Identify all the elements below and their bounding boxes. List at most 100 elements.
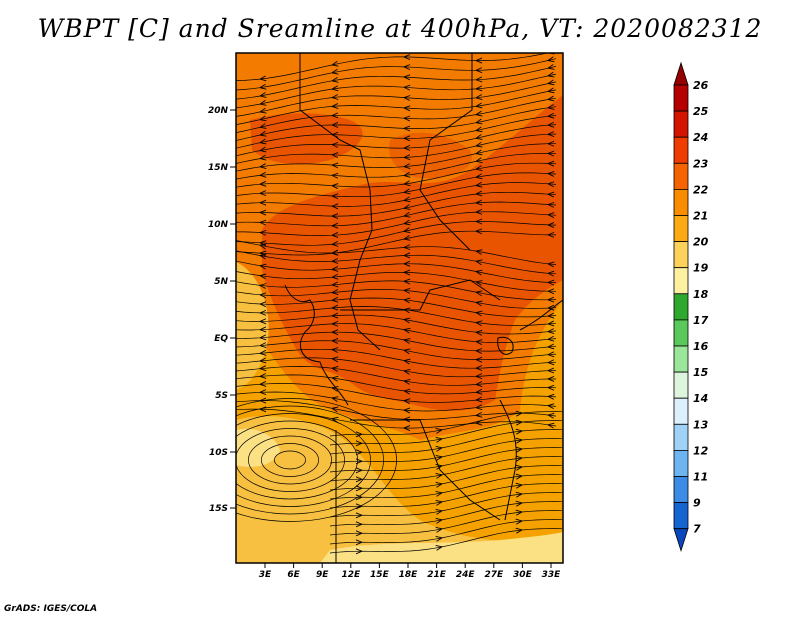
colorbar: 26 25 24 23 22 21 20 19 18 17 16 15 14 13 12 11 9 7 bbox=[673, 61, 709, 553]
border-line-d bbox=[340, 279, 501, 311]
anticyclone-circulation bbox=[274, 450, 306, 470]
streamline-arrow bbox=[547, 170, 555, 177]
colorbar-swatch bbox=[673, 188, 689, 216]
colorbar-swatch bbox=[673, 397, 689, 425]
streamline-arrow bbox=[475, 290, 483, 297]
grads-credit: GrADS: IGES/COLA bbox=[4, 604, 98, 614]
streamline-arrow bbox=[475, 190, 483, 197]
streamline bbox=[329, 501, 563, 527]
anticyclone-circulation bbox=[236, 428, 345, 492]
border-line-a bbox=[299, 53, 371, 191]
colorbar-swatch bbox=[673, 267, 689, 295]
streamline bbox=[236, 230, 556, 256]
longitude-axis: 3E 6E 9E 12E 15E 18E 21E 24E 27E 30E 33E bbox=[259, 563, 561, 580]
colorbar-swatch bbox=[673, 502, 689, 530]
streamline-arrow bbox=[355, 494, 363, 501]
streamline-arrow bbox=[331, 85, 339, 92]
streamline-arrow bbox=[475, 300, 483, 307]
streamline bbox=[236, 89, 557, 125]
streamline-arrow bbox=[475, 157, 483, 164]
border-line-c bbox=[419, 53, 473, 251]
lat-label: 5S bbox=[215, 391, 228, 401]
streamline bbox=[236, 383, 557, 403]
wbpt-fill-20-21-south bbox=[236, 416, 563, 563]
anticyclone-circulation bbox=[261, 443, 319, 477]
streamline bbox=[236, 143, 556, 172]
streamline bbox=[236, 58, 557, 91]
colorbar-label: 21 bbox=[693, 210, 708, 223]
colorbar-label: 7 bbox=[693, 523, 701, 536]
streamline-arrow bbox=[331, 183, 339, 189]
streamline-arrow bbox=[331, 77, 339, 83]
streamline-arrow bbox=[475, 320, 483, 327]
streamline-arrow bbox=[259, 83, 267, 90]
streamline-arrow bbox=[259, 301, 267, 308]
streamline-arrow bbox=[475, 249, 483, 255]
streamline-arrow bbox=[259, 219, 267, 226]
streamline-arrow bbox=[403, 252, 411, 259]
streamline-arrow bbox=[547, 296, 555, 303]
streamline-arrow bbox=[331, 266, 339, 272]
streamline-arrow bbox=[435, 518, 443, 524]
streamline-arrow bbox=[331, 94, 339, 100]
lon-label: 6E bbox=[287, 570, 300, 580]
streamline-arrow bbox=[403, 84, 411, 91]
streamline-arrow bbox=[547, 87, 555, 94]
lat-label: 5N bbox=[214, 277, 228, 287]
streamline-arrow bbox=[547, 343, 555, 350]
streamline-arrow bbox=[547, 104, 555, 110]
streamline-arrow bbox=[547, 150, 555, 157]
streamline bbox=[236, 221, 557, 246]
streamline-arrow bbox=[331, 112, 339, 119]
streamline-arrow bbox=[259, 357, 267, 364]
colorbar-label: 9 bbox=[693, 497, 701, 510]
streamline-arrow bbox=[331, 289, 339, 295]
colorbar-label: 16 bbox=[693, 340, 709, 353]
colorbar-swatch bbox=[673, 293, 689, 321]
streamline bbox=[236, 53, 549, 81]
streamline-arrow bbox=[331, 152, 339, 159]
streamline bbox=[236, 133, 557, 164]
streamline-arrow bbox=[475, 280, 483, 286]
streamline-arrow bbox=[515, 482, 523, 489]
streamline-arrow bbox=[475, 310, 483, 317]
lon-label: 18E bbox=[399, 570, 419, 580]
streamline-arrow bbox=[403, 260, 411, 267]
streamline-arrow bbox=[331, 141, 339, 148]
anticyclone-circulation bbox=[236, 405, 384, 515]
streamline-arrow bbox=[403, 378, 411, 385]
streamline-arrow bbox=[475, 118, 483, 125]
streamline-arrow bbox=[403, 135, 411, 142]
streamline-arrow bbox=[435, 491, 443, 497]
border-line-b bbox=[349, 189, 381, 351]
streamline-arrow bbox=[355, 440, 363, 447]
streamline-arrow bbox=[547, 131, 555, 138]
streamline-arrow bbox=[403, 297, 411, 304]
streamline-arrow bbox=[403, 188, 411, 195]
streamline-arrow bbox=[403, 398, 411, 405]
streamline-arrow bbox=[475, 373, 483, 380]
streamline bbox=[236, 73, 557, 109]
streamline-arrow bbox=[259, 243, 267, 250]
streamline-arrow bbox=[547, 201, 555, 208]
streamline-arrow bbox=[403, 278, 411, 285]
streamline-arrow bbox=[403, 180, 411, 187]
streamline-arrow bbox=[547, 121, 555, 128]
lon-label: 24E bbox=[456, 570, 476, 580]
streamline-arrow bbox=[547, 181, 555, 188]
colorbar-label: 22 bbox=[693, 183, 709, 196]
streamline-arrow bbox=[331, 320, 339, 327]
colorbar-swatch bbox=[673, 136, 689, 164]
streamline-arrow bbox=[515, 446, 523, 453]
map-frame bbox=[235, 52, 564, 564]
streamline-arrow bbox=[475, 269, 483, 276]
streamline-arrow bbox=[475, 208, 483, 215]
wbpt-fill-20-21 bbox=[236, 262, 269, 390]
streamline-arrow bbox=[435, 455, 443, 461]
streamline bbox=[236, 191, 557, 217]
latitude-axis: 20N 15N 10N 5N EQ 5S 10S 15S bbox=[208, 106, 236, 514]
streamline-arrow bbox=[403, 407, 411, 414]
streamline-arrow bbox=[547, 222, 555, 228]
lon-label: 30E bbox=[513, 570, 533, 580]
streamline-arrow bbox=[259, 199, 267, 206]
